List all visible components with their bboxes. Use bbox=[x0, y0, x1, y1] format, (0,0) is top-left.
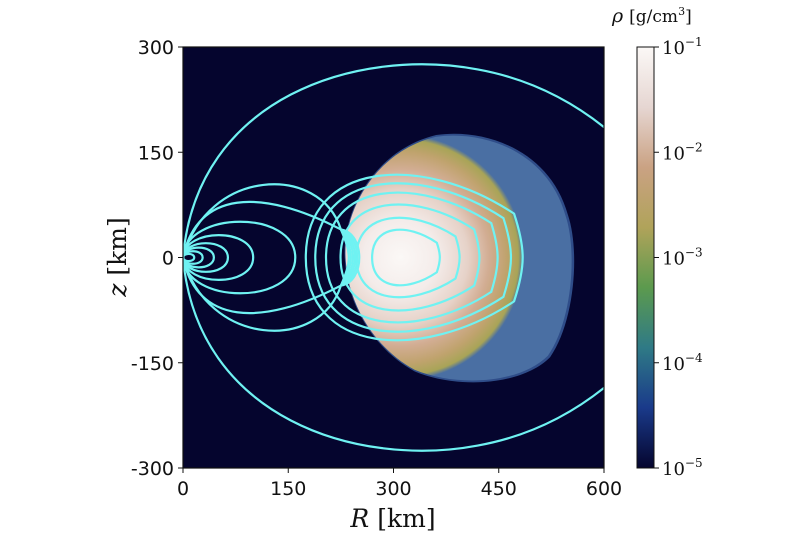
colorbar-tick-label: 10−1 bbox=[662, 35, 703, 59]
field-line bbox=[183, 257, 604, 452]
field-line bbox=[340, 228, 354, 287]
field-line bbox=[340, 228, 361, 287]
y-tick-label: -300 bbox=[131, 458, 174, 480]
field-line bbox=[340, 228, 359, 287]
x-tick-label: 0 bbox=[177, 478, 189, 500]
colorbar-tick-label: 10−4 bbox=[662, 351, 703, 375]
field-line bbox=[183, 246, 215, 269]
y-axis: 300 150 0 -150 -300 bbox=[131, 37, 183, 480]
y-tick-label: -150 bbox=[131, 353, 174, 375]
field-line bbox=[183, 220, 297, 295]
torus-density bbox=[345, 135, 572, 381]
colorbar bbox=[636, 46, 655, 469]
x-axis: 0 150 300 450 600 bbox=[177, 468, 622, 500]
colorbar-tick-label: 10−2 bbox=[662, 140, 703, 164]
field-line bbox=[183, 183, 342, 332]
field-line bbox=[314, 182, 513, 333]
field-line bbox=[183, 234, 255, 281]
colorbar-tick-label: 10−5 bbox=[662, 456, 703, 480]
y-tick-label: 0 bbox=[162, 248, 174, 270]
magnetic-field-lines bbox=[183, 63, 604, 452]
field-line bbox=[340, 228, 357, 287]
colorbar-label: ρ [g/cm3] bbox=[611, 5, 692, 27]
field-line bbox=[183, 63, 604, 258]
y-tick-label: 150 bbox=[138, 142, 174, 164]
colorbar-tick-label: 10−3 bbox=[662, 246, 703, 270]
x-tick-label: 150 bbox=[270, 478, 306, 500]
x-axis-label: R [km] bbox=[349, 504, 435, 533]
y-axis-label: z[km] bbox=[103, 217, 132, 298]
y-tick-label: 300 bbox=[138, 37, 174, 59]
field-line bbox=[304, 173, 524, 342]
field-line bbox=[370, 228, 441, 287]
x-tick-label: 450 bbox=[481, 478, 517, 500]
x-tick-label: 300 bbox=[375, 478, 411, 500]
x-tick-label: 600 bbox=[586, 478, 622, 500]
field-line bbox=[339, 203, 481, 312]
field-line bbox=[183, 250, 204, 265]
colorbar-ticks: 10−1 10−2 10−3 10−4 10−5 bbox=[654, 35, 703, 480]
field-line bbox=[183, 242, 230, 273]
field-line bbox=[339, 228, 352, 287]
field-line bbox=[324, 191, 499, 324]
field-line bbox=[355, 216, 461, 299]
